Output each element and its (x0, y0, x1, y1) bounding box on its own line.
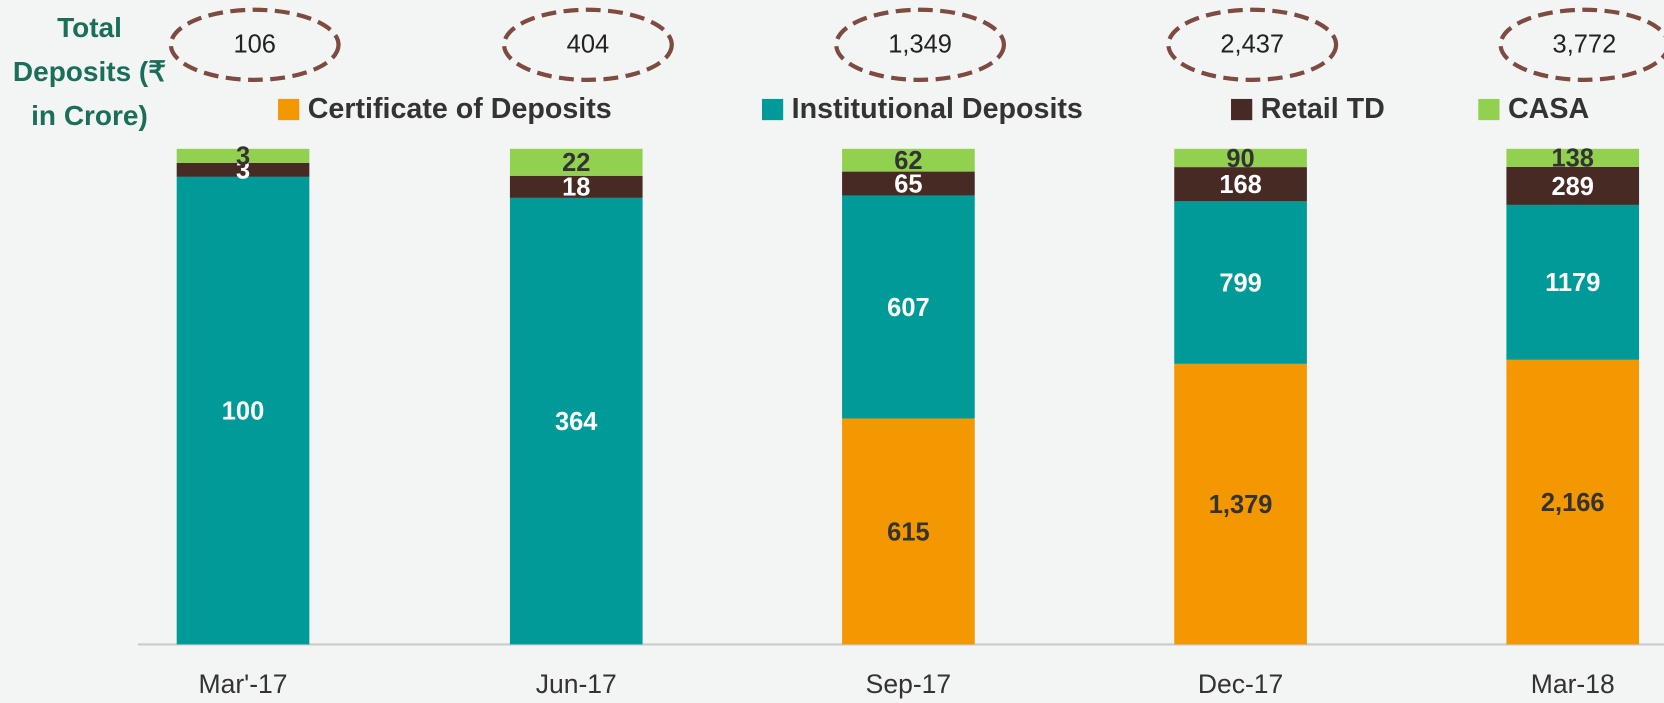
x-tick-label: Dec-17 (1198, 669, 1283, 699)
legend-swatch (1231, 98, 1253, 121)
total-label: 106 (233, 31, 275, 59)
total-label: 3,772 (1553, 31, 1617, 59)
total-ellipse (501, 7, 674, 82)
data-label: 18 (562, 174, 590, 202)
bar-segment (509, 197, 643, 645)
data-label: 62 (894, 147, 922, 175)
data-label: 100 (222, 397, 264, 425)
data-label: 138 (1552, 145, 1594, 173)
bar-segment (1174, 363, 1307, 645)
bar-segment (176, 148, 310, 163)
bar-segment (1174, 167, 1307, 202)
data-label: 22 (562, 149, 590, 177)
data-label: 1179 (1545, 269, 1600, 297)
data-label: 168 (1219, 171, 1261, 199)
data-label: 2,166 (1541, 489, 1605, 517)
bar-segment (1506, 166, 1640, 205)
data-label: 3 (236, 143, 250, 171)
bar-segment (842, 195, 975, 419)
total-label: 1,349 (888, 31, 952, 59)
bar-segment (1174, 201, 1307, 364)
data-label: 3 (236, 157, 250, 185)
legend-swatch (278, 98, 300, 121)
bar-segment (1506, 148, 1640, 167)
legend-label: Retail TD (1261, 93, 1385, 125)
legend-label: Institutional Deposits (792, 93, 1083, 125)
data-label: 65 (894, 170, 922, 198)
x-tick-label: Sep-17 (866, 669, 952, 699)
total-ellipse (1498, 7, 1664, 82)
total-ellipse (834, 7, 1007, 82)
legend-label: Certificate of Deposits (308, 93, 612, 125)
x-tick-label: Mar'-17 (198, 669, 287, 699)
bar-segment (1174, 148, 1307, 168)
x-tick-label: Jun-17 (536, 669, 617, 699)
data-label: 90 (1226, 145, 1254, 173)
bar-segment (509, 175, 643, 198)
bar-segment (176, 176, 310, 645)
legend-swatch (761, 98, 784, 121)
data-label: 615 (887, 518, 929, 546)
total-label: 2,437 (1220, 31, 1284, 59)
bar-segment (842, 171, 975, 196)
data-label: 607 (887, 294, 929, 322)
total-ellipse (1166, 7, 1339, 82)
bar-segment (842, 418, 975, 645)
total-label: 404 (567, 31, 609, 59)
legend-swatch (1478, 98, 1500, 121)
bar-segment (842, 148, 975, 172)
y-axis-label: Total Deposits (₹ in Crore) (12, 12, 167, 131)
data-label: 799 (1219, 269, 1261, 297)
x-tick-label: Mar-18 (1531, 669, 1615, 699)
bar-segment (1506, 359, 1640, 645)
bar-segment (509, 148, 643, 176)
data-label: 1,379 (1209, 491, 1273, 519)
total-ellipse (168, 7, 341, 82)
legend-label: CASA (1508, 93, 1589, 125)
bar-segment (1506, 204, 1640, 360)
data-label: 364 (555, 408, 598, 436)
data-label: 289 (1552, 173, 1594, 201)
bar-segment (176, 162, 310, 177)
